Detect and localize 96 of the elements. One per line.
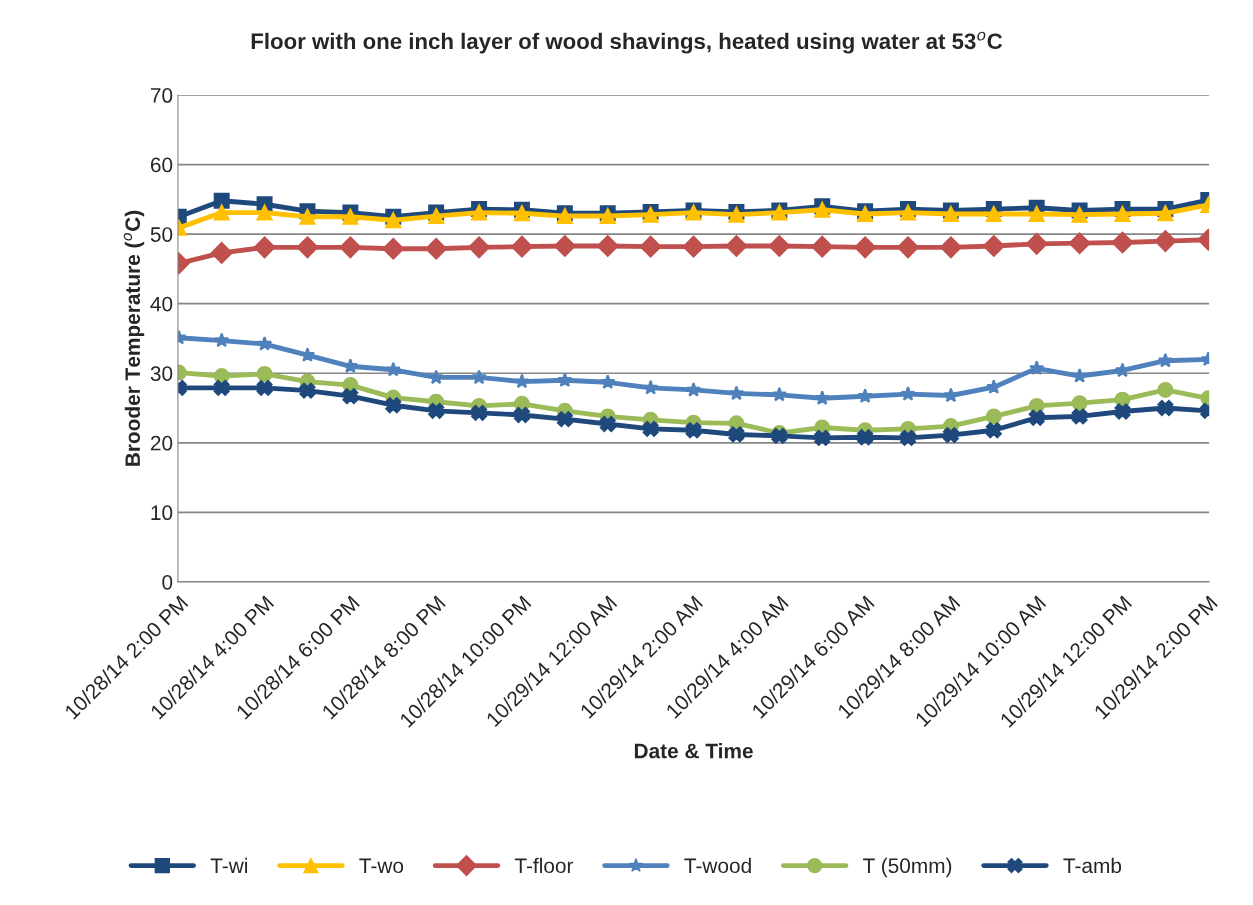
point [513,407,530,423]
point [982,235,1005,257]
point [1028,409,1045,426]
point [296,236,319,259]
point [600,374,616,389]
legend-label: T-wo [359,858,404,874]
point [210,242,233,264]
point [897,236,919,259]
point [985,205,1002,222]
point [214,332,230,348]
legend-label: T-floor [514,857,574,874]
point [428,208,445,225]
point [468,236,490,259]
point [1071,368,1088,383]
y-tick-label: 60 [150,157,173,173]
point [682,235,705,258]
point [814,429,831,446]
point [1028,205,1045,222]
point [1157,352,1174,368]
legend-label: T-wood [684,857,751,874]
point [213,204,230,221]
point [339,236,362,259]
legend-label: T (50mm) [863,857,952,878]
legend-label: T-wi [210,857,248,873]
point [511,235,533,258]
point [513,205,530,222]
point [771,386,787,402]
y-tick-label: 30 [150,366,173,381]
point [1071,408,1088,425]
y-tick-label: 0 [162,574,173,590]
point [385,361,401,377]
point [382,237,405,260]
point [557,372,573,387]
point [857,388,873,403]
point [942,427,959,444]
point [1114,205,1131,222]
y-tick-label: 20 [150,435,173,451]
point [1029,360,1045,376]
point [428,402,445,419]
point [596,235,619,257]
point [642,420,659,437]
point [985,408,1002,425]
point [811,235,834,258]
point [1071,395,1088,412]
point [556,411,573,428]
point [1157,381,1174,398]
point [857,429,874,446]
point [985,422,1002,439]
y-tick-label: 70 [150,88,173,103]
point [385,397,402,414]
point [256,204,273,221]
y-tick-label: 40 [150,296,173,312]
point [299,208,316,225]
point [471,369,487,385]
point [1154,230,1177,252]
point [553,235,576,257]
point [1157,400,1174,417]
point [256,379,273,396]
point [642,379,659,395]
point [768,235,791,257]
point [900,386,916,401]
point [256,336,273,351]
point [685,381,702,397]
point [253,236,276,259]
point [728,426,745,443]
chart-title: Floor with one inch layer of wood shavings, heated using water at 53$^{o}$C [251,31,1003,54]
point [471,404,488,421]
point [1068,232,1091,255]
point [685,422,702,439]
y-tick-label: 50 [150,227,173,242]
x-axis-title: Date & Time [634,743,753,759]
point [814,390,830,405]
point [1025,233,1048,255]
point [728,385,745,401]
point [854,236,876,259]
point [385,212,402,229]
point [940,236,962,259]
point [299,382,316,399]
point [342,208,359,225]
point [213,379,230,396]
y-axis-title: Brooder Temperature ($^{o}$C) [123,210,145,466]
point [514,373,530,389]
point [1111,231,1134,254]
point [1114,403,1131,420]
point [425,237,448,260]
legend-label: T-amb [1063,857,1122,874]
point [1157,205,1174,222]
point [256,365,273,382]
point [725,235,748,257]
point [599,416,616,433]
point [213,192,230,209]
point [1071,206,1088,223]
point [900,429,916,446]
y-tick-label: 10 [151,505,173,521]
point [342,388,359,405]
point [639,235,662,258]
